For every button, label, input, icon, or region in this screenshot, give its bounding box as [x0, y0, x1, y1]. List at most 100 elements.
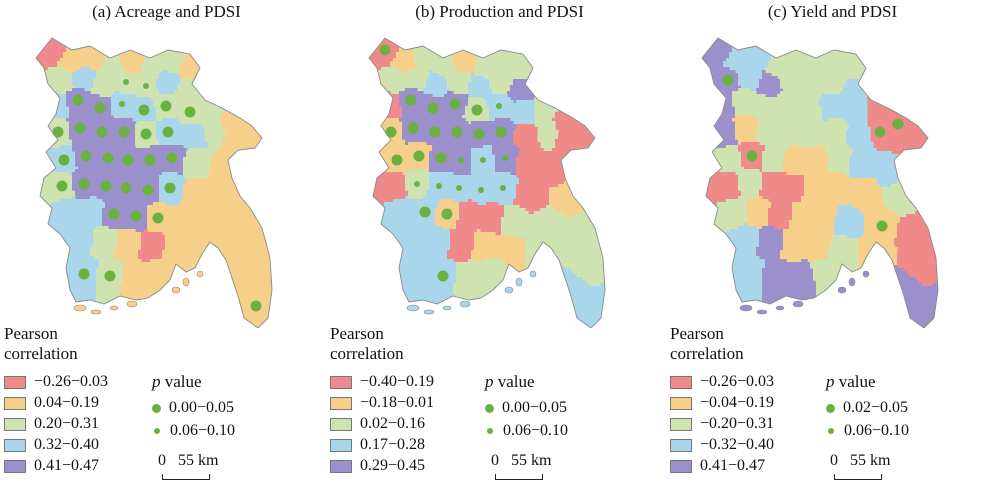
significance-dot-large	[407, 122, 419, 134]
district	[423, 70, 451, 98]
legend-swatch	[330, 417, 352, 431]
pvalue-label: 0.06−0.10	[844, 422, 910, 439]
significance-dot-large	[746, 150, 758, 162]
legend-title: Pearson correlation	[670, 324, 744, 364]
district	[759, 259, 790, 328]
legend-swatch	[670, 375, 692, 389]
district	[789, 199, 814, 233]
district	[897, 244, 938, 287]
district	[468, 73, 493, 101]
island	[126, 300, 138, 308]
panel-c: (c) Yield and PDSI Pearson correlation −…	[666, 0, 999, 484]
legend-label: −0.18−0.01	[360, 394, 435, 411]
island	[504, 286, 514, 294]
island	[459, 300, 471, 308]
legend-label: 0.41−0.47	[34, 457, 100, 474]
district	[240, 85, 272, 173]
significance-dot-large	[164, 182, 176, 194]
legend-item: −0.20−0.31	[670, 414, 774, 434]
district	[762, 142, 787, 173]
pvalue-label: 0.00−0.05	[502, 399, 568, 416]
legend-label: 0.04−0.19	[34, 394, 100, 411]
significance-dot-large	[427, 102, 439, 114]
district	[813, 202, 838, 236]
district	[93, 259, 124, 328]
district	[183, 148, 214, 179]
district	[732, 88, 760, 116]
legend-title-line: Pearson	[330, 324, 384, 343]
legend-swatch	[670, 459, 692, 473]
district	[702, 256, 766, 328]
district	[732, 115, 760, 146]
district	[906, 85, 938, 173]
scale-zero: 0	[491, 452, 499, 469]
panel-title: (b) Production and PDSI	[415, 2, 584, 21]
p-symbol: p	[826, 372, 835, 391]
legend-item: −0.40−0.19	[330, 372, 434, 392]
significance-dot-large	[94, 102, 106, 114]
significance-dot-large	[140, 128, 152, 140]
scale-bar	[495, 474, 543, 480]
significance-dot-large	[874, 126, 886, 138]
district	[795, 97, 823, 125]
district	[552, 283, 605, 328]
scale-zero: 0	[158, 452, 166, 469]
significance-dot-large	[52, 126, 64, 138]
significance-dot-small	[502, 155, 508, 161]
district	[756, 226, 784, 260]
legend-label: 0.29−0.45	[360, 457, 426, 474]
significance-dot-large	[142, 184, 154, 196]
legend-swatch	[670, 396, 692, 410]
significance-dot-large	[78, 178, 90, 190]
legend-swatch	[330, 396, 352, 410]
district	[81, 196, 106, 230]
pvalue-dot-icon	[485, 403, 494, 413]
significance-dot-large	[144, 154, 156, 166]
district	[753, 94, 781, 122]
significance-dot-large	[495, 126, 507, 138]
district	[801, 175, 826, 206]
panel-title: (a) Acreage and PDSI	[92, 2, 241, 21]
district	[885, 49, 938, 134]
significance-dot-large	[122, 154, 134, 166]
legend-label: 0.41−0.47	[700, 457, 766, 474]
pvalue-item: 0.00−0.05	[485, 398, 567, 418]
district	[846, 124, 874, 152]
district	[201, 121, 226, 152]
district	[702, 67, 742, 95]
significance-dot-large	[429, 126, 441, 138]
district	[36, 256, 100, 328]
significance-dot-large	[184, 106, 196, 118]
pvalue-dot-icon	[487, 428, 493, 434]
legend-label: −0.40−0.19	[360, 373, 435, 390]
significance-dot-large	[391, 154, 403, 166]
significance-dot-large	[435, 152, 447, 164]
district	[114, 229, 142, 263]
significance-dot-large	[118, 126, 130, 138]
legend-swatch	[4, 417, 26, 431]
district	[825, 172, 853, 206]
scale-label: 55 km	[178, 452, 219, 469]
legend-swatch	[330, 438, 352, 452]
district	[219, 49, 272, 134]
significance-dot-large	[413, 150, 425, 162]
district	[819, 94, 847, 122]
significance-dot-large	[876, 220, 888, 232]
district	[756, 70, 784, 98]
significance-dot-large	[108, 208, 120, 220]
legend-title-line: Pearson	[670, 324, 724, 343]
district	[777, 91, 802, 119]
scale-label: 55 km	[850, 452, 891, 469]
district	[573, 85, 605, 173]
district	[738, 67, 763, 92]
district	[822, 70, 847, 95]
district	[168, 205, 199, 239]
district	[780, 172, 805, 203]
significance-dot-large	[166, 152, 178, 164]
pvalue-label: 0.00−0.05	[169, 399, 235, 416]
district-map	[368, 37, 606, 328]
district	[843, 38, 938, 83]
district	[423, 226, 451, 260]
island	[792, 300, 804, 308]
pvalue-item: 0.06−0.10	[485, 421, 568, 441]
